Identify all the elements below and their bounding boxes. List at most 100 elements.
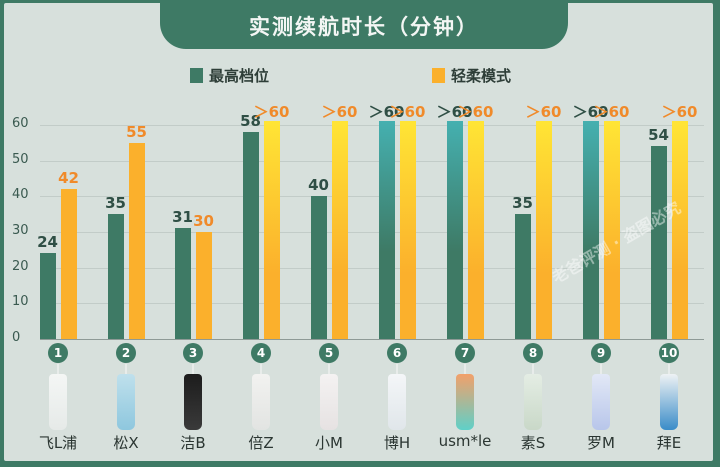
- value-label-soft: 30: [193, 212, 214, 230]
- product-image-icon: [117, 374, 135, 430]
- product-nozzle: [125, 364, 127, 376]
- value-label-soft: ＞60: [253, 103, 290, 122]
- product-nozzle: [532, 364, 534, 376]
- bar-max-power: [650, 146, 667, 339]
- product-image-icon: [184, 374, 202, 430]
- bar-max-power: [174, 228, 191, 339]
- gridline: [40, 160, 704, 162]
- y-tick-label: 20: [12, 258, 29, 274]
- value-label-soft: ＞60: [661, 103, 698, 122]
- value-label-max: ＞60: [436, 103, 473, 122]
- rank-badge: 10: [659, 343, 679, 363]
- rank-badge: 7: [455, 343, 475, 363]
- rank-badge: 8: [523, 343, 543, 363]
- value-label-soft: ＞60: [525, 103, 562, 122]
- rank-badge: 3: [183, 343, 203, 363]
- value-label-max: 40: [308, 176, 329, 195]
- product-nozzle: [260, 364, 262, 376]
- rank-badge: 6: [387, 343, 407, 363]
- product-image-icon: [252, 374, 270, 430]
- rank-badge: 4: [251, 343, 271, 363]
- value-label-soft: ＞60: [321, 103, 358, 122]
- bar-soft-mode: [467, 121, 484, 339]
- value-label-max: 54: [648, 126, 669, 145]
- product-name: 松X: [113, 434, 139, 452]
- product-image-icon: [660, 374, 678, 430]
- bar-max-power: [582, 121, 599, 339]
- gridline: [40, 267, 704, 269]
- rank-badge: 2: [116, 343, 136, 363]
- product-name: usm*le: [438, 432, 492, 450]
- product-image-icon: [49, 374, 67, 430]
- bar-max-power: [39, 253, 56, 339]
- product-nozzle: [396, 364, 398, 376]
- legend-swatch-green: [190, 68, 203, 83]
- bar-max-power: [107, 214, 124, 339]
- gridline: [40, 196, 704, 198]
- product-image-icon: [388, 374, 406, 430]
- bar-max-power: [514, 214, 531, 339]
- bar-soft-mode: [331, 121, 348, 339]
- bar-soft-mode: [195, 232, 212, 339]
- value-label-max: ＞60: [368, 103, 405, 122]
- rank-badge: 5: [319, 343, 339, 363]
- chart-title: 实测续航时长（分钟）: [249, 15, 479, 39]
- gridline: [40, 125, 704, 126]
- product-image-icon: [592, 374, 610, 430]
- value-label-soft: ＞60: [389, 103, 426, 122]
- product-name: 倍Z: [248, 434, 274, 452]
- value-label-max: 24: [37, 233, 58, 252]
- product-nozzle: [668, 364, 670, 376]
- bar-soft-mode: [399, 121, 416, 339]
- product-name: 罗M: [587, 434, 615, 452]
- rank-badge: 9: [591, 343, 611, 363]
- bar-max-power: [446, 121, 463, 339]
- y-tick-label: 40: [12, 187, 29, 203]
- value-label-soft: 55: [126, 122, 147, 141]
- y-tick-label: 50: [12, 151, 29, 167]
- product-name: 博H: [383, 434, 411, 452]
- value-label-soft: ＞60: [593, 103, 630, 122]
- bar-soft-mode: [535, 121, 552, 339]
- y-tick-label: 0: [12, 330, 21, 345]
- bar-soft-mode: [128, 142, 145, 339]
- bar-soft-mode: [671, 121, 688, 339]
- product-image-icon: [320, 374, 338, 430]
- product-name: 飞L浦: [38, 434, 78, 452]
- product-name: 小M: [315, 434, 343, 452]
- product-nozzle: [464, 364, 466, 376]
- legend-swatch-orange: [432, 68, 445, 83]
- legend-item-max: 最高档位: [190, 65, 269, 86]
- value-label-soft: ＞60: [457, 103, 494, 122]
- legend-item-soft: 轻柔模式: [432, 65, 511, 86]
- bar-max-power: [242, 132, 259, 339]
- title-banner: 实测续航时长（分钟）: [160, 3, 568, 49]
- value-label-max: ＞60: [572, 103, 609, 122]
- value-label-soft: 42: [58, 169, 79, 188]
- bar-max-power: [378, 121, 395, 339]
- product-image-icon: [456, 374, 474, 430]
- product-name: 素S: [520, 434, 546, 452]
- chart-frame: 实测续航时长（分钟） 最高档位 轻柔模式 0 10 20 30 40 50 60 24 42 3…: [4, 3, 713, 461]
- bar-soft-mode: [603, 121, 620, 339]
- legend-label: 轻柔模式: [451, 67, 512, 85]
- product-name: 拜E: [656, 434, 682, 452]
- y-tick-label: 60: [12, 116, 29, 131]
- bar-max-power: [310, 196, 327, 339]
- legend-label: 最高档位: [209, 67, 270, 85]
- product-nozzle: [600, 364, 602, 376]
- value-label-max: 31: [172, 208, 193, 227]
- gridline: [40, 232, 704, 233]
- product-image-icon: [524, 374, 542, 430]
- value-label-max: 58: [240, 112, 261, 131]
- value-label-max: 35: [512, 194, 533, 213]
- rank-badge: 1: [48, 343, 68, 363]
- bar-soft-mode: [263, 121, 280, 339]
- product-nozzle: [328, 364, 330, 376]
- y-tick-label: 10: [12, 294, 29, 310]
- y-tick-label: 30: [12, 223, 29, 238]
- gridline: [40, 303, 704, 305]
- bar-soft-mode: [60, 189, 77, 339]
- product-nozzle: [192, 364, 194, 376]
- value-label-max: 35: [105, 194, 126, 213]
